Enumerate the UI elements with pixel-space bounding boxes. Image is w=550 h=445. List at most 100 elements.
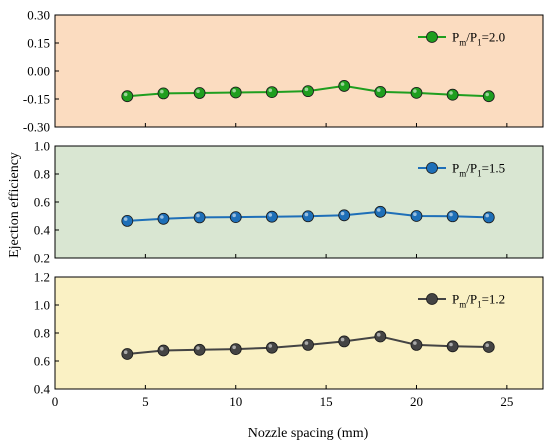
data-point-highlight [413, 212, 417, 216]
y-tick-label: 0.6 [34, 354, 51, 369]
panel-2: 0.2 0.4 0.6 0.8 1.0 Pm/P1=1.5 [34, 139, 544, 266]
legend-marker [426, 162, 438, 174]
data-point [302, 210, 314, 223]
y-tick-label: 0.2 [34, 251, 50, 266]
data-point [265, 86, 278, 98]
data-point-highlight [268, 88, 273, 93]
y-tick-label: 0.00 [27, 64, 50, 79]
data-point [265, 341, 278, 354]
data-point [446, 88, 459, 101]
data-point-highlight [485, 92, 489, 97]
data-point [121, 90, 134, 103]
data-point [121, 214, 134, 227]
data-point [229, 86, 242, 99]
data-point [374, 330, 387, 343]
y-tick-label: 0.30 [27, 8, 50, 23]
data-point-highlight [304, 212, 309, 217]
data-point [374, 86, 387, 98]
data-point [446, 210, 459, 223]
legend-label: Pm/P1=1.5 [452, 161, 505, 179]
x-tick-label: 10 [229, 394, 242, 409]
data-point-highlight [304, 341, 309, 345]
x-tick-label: 20 [410, 394, 423, 409]
data-point [410, 338, 423, 351]
y-axis-title: Ejection efficiency [7, 152, 22, 258]
data-point-highlight [123, 92, 128, 97]
data-point-highlight [376, 88, 381, 92]
data-point-highlight [232, 88, 236, 93]
data-point [410, 86, 423, 99]
data-point [446, 340, 459, 353]
data-point [193, 343, 206, 356]
y-tick-label: -0.15 [23, 92, 50, 107]
data-point [302, 85, 314, 98]
data-point [229, 343, 242, 356]
data-point-highlight [196, 89, 200, 94]
chart-panels: -0.30 -0.15 0.00 0.15 0.30 Pm/P1=2.0 0.2 0.4 0.6… [23, 8, 544, 397]
x-axis: 0 5 10 15 20 25 [52, 394, 514, 409]
x-tick-label: 15 [320, 394, 333, 409]
x-tick-label: 0 [52, 394, 59, 409]
data-point-highlight [232, 345, 236, 350]
data-point [338, 209, 351, 222]
data-point-highlight [413, 89, 417, 93]
data-point [229, 211, 242, 224]
data-point [410, 210, 423, 222]
data-point-highlight [232, 213, 236, 218]
y-tick-label: 1.0 [34, 139, 50, 154]
data-point [338, 335, 351, 348]
data-point-highlight [376, 332, 381, 337]
data-point [482, 211, 495, 224]
data-point-highlight [449, 212, 453, 217]
data-point-highlight [123, 217, 128, 221]
data-point [482, 90, 495, 103]
data-point-highlight [449, 91, 453, 95]
plot-area [54, 276, 544, 390]
data-point [121, 348, 134, 360]
legend-label: Pm/P1=2.0 [452, 30, 505, 48]
data-point-highlight [160, 346, 164, 351]
y-tick-label: 0.8 [34, 326, 50, 341]
data-point-highlight [268, 344, 273, 348]
x-tick-label: 25 [500, 394, 513, 409]
data-point-highlight [485, 343, 489, 348]
legend-label: Pm/P1=1.2 [452, 292, 505, 310]
y-tick-label: 1.2 [34, 270, 50, 285]
data-point [193, 87, 206, 99]
legend-marker [426, 293, 438, 305]
data-point-highlight [196, 346, 200, 350]
x-axis-title: Nozzle spacing (mm) [248, 426, 369, 441]
panel-3: 0.4 0.6 0.8 1.0 1.2 Pm/P1=1.2 [34, 270, 544, 397]
data-point [338, 80, 351, 92]
data-point [193, 211, 206, 224]
y-tick-label: 0.4 [34, 382, 51, 397]
data-point [157, 344, 170, 357]
data-point-highlight [413, 341, 417, 345]
data-point [265, 210, 278, 223]
data-point-highlight [304, 87, 309, 92]
data-point-highlight [449, 342, 453, 347]
data-point-highlight [485, 213, 489, 218]
data-point-highlight [340, 337, 345, 342]
x-tick-label: 5 [142, 394, 149, 409]
y-tick-label: 0.6 [34, 195, 51, 210]
data-point [157, 87, 170, 100]
plot-area [54, 14, 544, 128]
y-tick-label: -0.30 [23, 120, 50, 135]
data-point-highlight [340, 82, 345, 86]
y-tick-label: 0.4 [34, 223, 51, 238]
data-point [482, 341, 495, 353]
data-point-highlight [160, 89, 164, 94]
data-point-highlight [196, 213, 200, 218]
legend-marker [426, 31, 438, 43]
data-point-highlight [160, 215, 164, 219]
data-point [374, 205, 387, 218]
data-point [302, 338, 314, 351]
panel-1: -0.30 -0.15 0.00 0.15 0.30 Pm/P1=2.0 [23, 8, 544, 135]
y-tick-label: 0.15 [27, 36, 50, 51]
plot-area [54, 145, 544, 259]
data-point-highlight [123, 350, 128, 355]
data-point-highlight [268, 213, 273, 217]
y-tick-label: 1.0 [34, 298, 50, 313]
